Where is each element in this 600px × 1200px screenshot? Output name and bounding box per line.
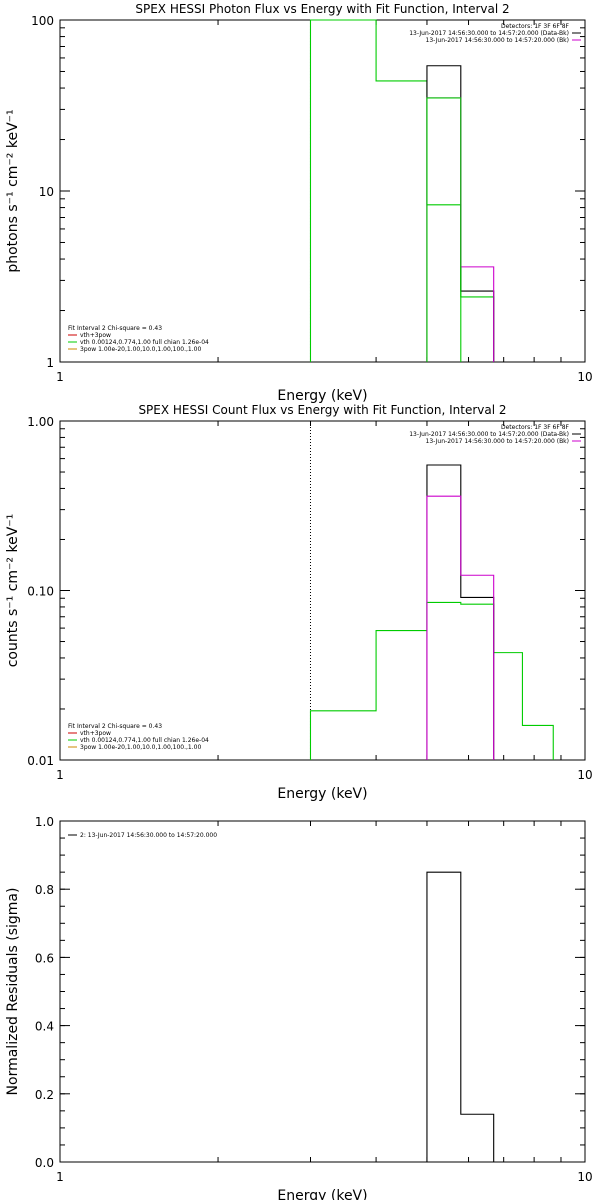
residuals-y-axis-label: Normalized Residuals (sigma) bbox=[5, 888, 21, 1096]
count-flux-x-axis-label: Energy (keV) bbox=[277, 786, 367, 802]
residuals-x-tick-label: 10 bbox=[577, 1170, 592, 1184]
residuals-y-tick-label: 0.8 bbox=[35, 883, 54, 897]
photon-flux-legend-entry: vth 0.00124,0.774,1.00 full chian 1.26e-… bbox=[80, 339, 209, 346]
residuals-plot-frame bbox=[59, 820, 586, 1163]
photon-flux-x-tick-label: 1 bbox=[56, 370, 64, 384]
count-flux-legend-entry: vth 0.00124,0.774,1.00 full chian 1.26e-… bbox=[80, 737, 209, 744]
residuals-x-tick-label: 1 bbox=[56, 1170, 64, 1184]
count-flux-plot-frame bbox=[59, 420, 586, 761]
count-flux-chart: SPEX HESSI Count Flux vs Energy with Fit… bbox=[5, 403, 593, 802]
photon-flux-title: SPEX HESSI Photon Flux vs Energy with Fi… bbox=[135, 2, 509, 16]
count-flux-x-tick-label: 10 bbox=[577, 768, 592, 782]
photon-flux-chart: SPEX HESSI Photon Flux vs Energy with Fi… bbox=[5, 2, 593, 404]
photon-flux-legend-entry: Detectors: 1F 3F 6F 8F bbox=[501, 23, 570, 30]
count-flux-series-2-steps bbox=[426, 495, 495, 760]
count-flux-y-tick-label: 0.10 bbox=[27, 585, 54, 599]
photon-flux-legend-entry: 13-Jun-2017 14:56:30.000 to 14:57:20.000… bbox=[426, 37, 569, 44]
photon-flux-x-axis-label: Energy (keV) bbox=[277, 388, 367, 404]
residuals-y-tick-label: 0.6 bbox=[35, 951, 54, 965]
count-flux-title: SPEX HESSI Count Flux vs Energy with Fit… bbox=[138, 403, 506, 417]
photon-flux-y-tick-label: 100 bbox=[31, 14, 54, 28]
count-flux-legend-entry: 13-Jun-2017 14:56:30.000 to 14:57:20.000… bbox=[426, 438, 569, 445]
photon-flux-y-tick-label: 1 bbox=[46, 356, 54, 370]
photon-flux-legend-entry: Fit Interval 2 Chi-square = 0.43 bbox=[68, 325, 162, 332]
residuals-y-tick-label: 0.0 bbox=[35, 1156, 54, 1170]
count-flux-y-tick-label: 1.00 bbox=[27, 415, 54, 429]
count-flux-legend-entry: 13-Jun-2017 14:56:30.000 to 14:57:20.000… bbox=[409, 431, 569, 438]
count-flux-x-tick-label: 1 bbox=[56, 768, 64, 782]
count-flux-series-0-steps bbox=[309, 601, 554, 760]
residuals-x-axis-label: Energy (keV) bbox=[277, 1188, 367, 1200]
count-flux-legend-entry: Fit Interval 2 Chi-square = 0.43 bbox=[68, 723, 162, 730]
residuals-y-tick-label: 1.0 bbox=[35, 815, 54, 829]
residuals-chart: 1 10 0.0 0.2 0.4 0.6 0.8 1.0 Energy (keV) Normali… bbox=[5, 815, 593, 1200]
residuals-y-tick-label: 0.2 bbox=[35, 1088, 54, 1102]
count-flux-legend-entry: 3pow 1.00e-20,1.00,10.0,1.00,100.,1.00 bbox=[80, 744, 201, 751]
residuals-series-0-steps bbox=[426, 871, 495, 1162]
photon-flux-legend-entry: vth+3pow bbox=[80, 332, 111, 339]
count-flux-y-tick-label: 0.01 bbox=[27, 754, 54, 768]
photon-flux-x-tick-label: 10 bbox=[577, 370, 592, 384]
residuals-y-tick-label: 0.4 bbox=[35, 1020, 54, 1034]
residuals-legend-entry: 2: 13-Jun-2017 14:56:30.000 to 14:57:20.… bbox=[80, 832, 217, 839]
photon-flux-series-0-steps bbox=[309, 19, 495, 362]
photon-flux-legend-entry: 3pow 1.00e-20,1.00,10.0,1.00,100.,1.00 bbox=[80, 346, 201, 353]
photon-flux-legend-entry: 13-Jun-2017 14:56:30.000 to 14:57:20.000… bbox=[409, 30, 569, 37]
count-flux-y-axis-label: counts s⁻¹ cm⁻² keV⁻¹ bbox=[5, 514, 21, 668]
photon-flux-y-axis-label: photons s⁻¹ cm⁻² keV⁻¹ bbox=[5, 109, 21, 272]
count-flux-legend-entry: vth+3pow bbox=[80, 730, 111, 737]
count-flux-legend-entry: Detectors: 1F 3F 6F 8F bbox=[501, 424, 570, 431]
photon-flux-series-3-steps bbox=[426, 97, 462, 362]
photon-flux-y-tick-label: 10 bbox=[39, 185, 54, 199]
photon-flux-plot-frame bbox=[59, 19, 586, 363]
